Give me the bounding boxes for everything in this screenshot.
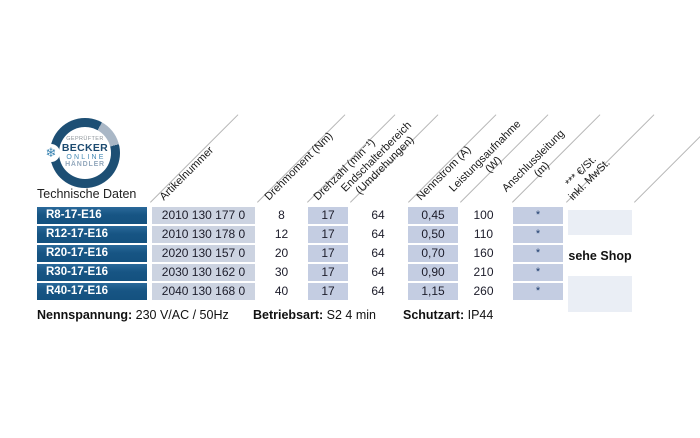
artikelnummer-cell: 2010 130 178 0: [152, 226, 255, 243]
badge-text-becker: BECKER: [61, 142, 109, 155]
spec-schutzart-label: Schutzart:: [403, 308, 465, 322]
drehmoment-cell: 12: [274, 227, 289, 241]
nennstrom-cell: 1,15: [408, 283, 458, 300]
anschlussleitung-cell: *: [513, 226, 563, 243]
nennstrom-cell: 0,90: [408, 264, 458, 281]
endschalterbereich-cell: 64: [371, 208, 385, 222]
endschalterbereich-cell: 64: [371, 284, 385, 298]
column-header-preis: *** €/St. inkl. MwSt.: [558, 148, 612, 203]
spec-betriebsart-label: Betriebsart:: [253, 308, 324, 322]
anschlussleitung-cell: *: [513, 264, 563, 281]
snowflake-icon: ❄: [42, 144, 60, 162]
anschlussleitung-cell: *: [513, 207, 563, 224]
table-row: R20-17-E16 2020 130 157 0 20 17 64 0,70 …: [37, 245, 677, 262]
spec-nennspannung: Nennspannung: 230 V/AC / 50Hz: [37, 308, 229, 322]
spec-betriebsart: Betriebsart: S2 4 min: [253, 308, 376, 322]
model-cell: R40-17-E16: [37, 283, 147, 300]
table-row: R8-17-E16 2010 130 177 0 8 17 64 0,45 10…: [37, 207, 677, 224]
leistungsaufnahme-cell: 260: [473, 284, 494, 298]
section-title: Technische Daten: [37, 187, 137, 201]
model-cell: R8-17-E16: [37, 207, 147, 224]
spec-nennspannung-value: 230 V/AC / 50Hz: [135, 308, 229, 322]
endschalterbereich-cell: 64: [371, 246, 385, 260]
drehmoment-cell: 8: [278, 208, 285, 222]
spec-schutzart: Schutzart: IP44: [403, 308, 493, 322]
drehmoment-cell: 40: [274, 284, 289, 298]
badge-text-händler: HÄNDLER: [65, 161, 105, 169]
drehmoment-cell: 20: [274, 246, 289, 260]
endschalterbereich-cell: 64: [371, 265, 385, 279]
anschlussleitung-cell: *: [513, 283, 563, 300]
nennstrom-cell: 0,45: [408, 207, 458, 224]
model-cell: R20-17-E16: [37, 245, 147, 262]
drehzahl-cell: 17: [308, 207, 348, 224]
header-separator-line: [634, 114, 700, 203]
drehzahl-cell: 17: [308, 245, 348, 262]
price-note: sehe Shop: [566, 235, 634, 276]
nennstrom-cell: 0,70: [408, 245, 458, 262]
badge-inner: GEPRÜFTER BECKER ONLINE HÄNDLER: [59, 127, 111, 179]
table-body: R8-17-E16 2010 130 177 0 8 17 64 0,45 10…: [37, 207, 677, 307]
leistungsaufnahme-cell: 210: [473, 265, 494, 279]
table-row: R30-17-E16 2030 130 162 0 30 17 64 0,90 …: [37, 264, 677, 281]
model-cell: R12-17-E16: [37, 226, 147, 243]
spec-schutzart-value: IP44: [467, 308, 494, 322]
spec-nennspannung-label: Nennspannung:: [37, 308, 133, 322]
price-column: sehe Shop: [566, 210, 634, 312]
badge-text-online: ONLINE: [66, 154, 106, 162]
artikelnummer-cell: 2020 130 157 0: [152, 245, 255, 262]
table-header: Artikelnummer Drehmoment (Nm) Drehzahl (…: [0, 0, 700, 203]
badge-text-geprüfter: GEPRÜFTER: [66, 136, 104, 143]
becker-dealer-badge: GEPRÜFTER BECKER ONLINE HÄNDLER ❄: [42, 118, 120, 188]
anschlussleitung-cell: *: [513, 245, 563, 262]
artikelnummer-cell: 2040 130 168 0: [152, 283, 255, 300]
endschalterbereich-cell: 64: [371, 227, 385, 241]
model-cell: R30-17-E16: [37, 264, 147, 281]
table-row: R40-17-E16 2040 130 168 0 40 17 64 1,15 …: [37, 283, 677, 300]
artikelnummer-cell: 2010 130 177 0: [152, 207, 255, 224]
drehzahl-cell: 17: [308, 226, 348, 243]
drehzahl-cell: 17: [308, 283, 348, 300]
drehzahl-cell: 17: [308, 264, 348, 281]
table-row: R12-17-E16 2010 130 178 0 12 17 64 0,50 …: [37, 226, 677, 243]
leistungsaufnahme-cell: 160: [473, 246, 494, 260]
artikelnummer-cell: 2030 130 162 0: [152, 264, 255, 281]
drehmoment-cell: 30: [274, 265, 289, 279]
spec-betriebsart-value: S2 4 min: [326, 308, 376, 322]
leistungsaufnahme-cell: 100: [473, 208, 494, 222]
column-header-artikelnummer: Artikelnummer: [157, 144, 217, 203]
leistungsaufnahme-cell: 110: [473, 227, 494, 241]
nennstrom-cell: 0,50: [408, 226, 458, 243]
